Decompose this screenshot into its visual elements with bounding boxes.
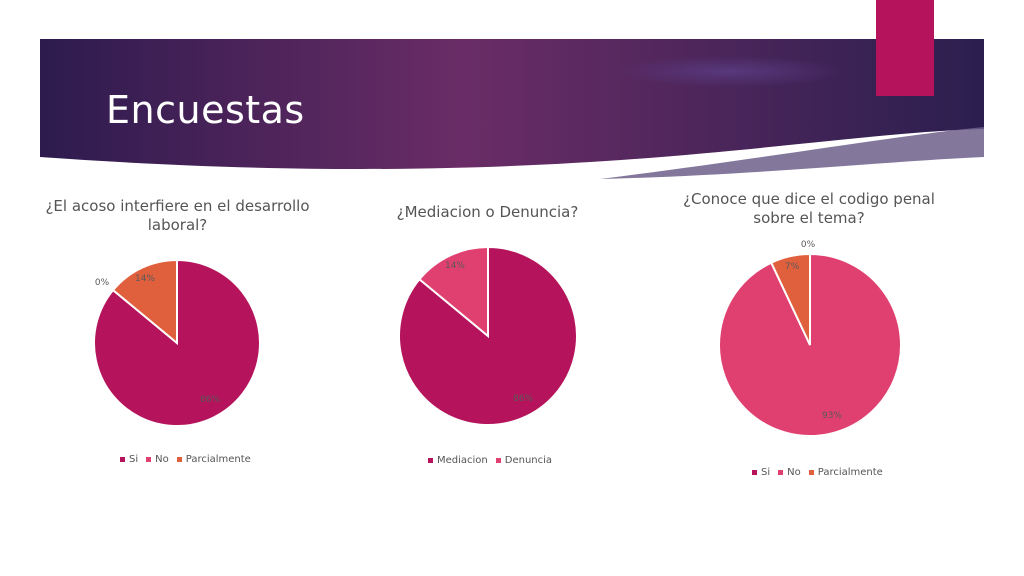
legend-item: No — [146, 454, 169, 465]
accent-bar — [876, 0, 934, 96]
chart-1-legend: Si No Parcialmente — [120, 454, 251, 465]
data-label: 7% — [785, 262, 800, 272]
legend-item: Si — [752, 467, 770, 478]
chart-3-legend: Si No Parcialmente — [752, 467, 883, 478]
legend-label: Si — [129, 454, 139, 465]
slide-title: Encuestas — [106, 88, 305, 132]
legend-label: Parcialmente — [817, 467, 883, 478]
chart-2-title: ¿Mediacion o Denuncia? — [396, 203, 579, 221]
chart-3-pie: 0% 93% 7% — [718, 240, 902, 437]
chart-2-legend: Mediacion Denuncia — [428, 455, 552, 466]
chart-1-title: ¿El acoso interfiere en el desarrollo la… — [45, 197, 310, 234]
data-label: 0% — [95, 278, 110, 288]
data-label: 14% — [135, 274, 155, 284]
legend-label: No — [155, 454, 169, 465]
chart-2-pie: 86% 14% — [398, 245, 578, 426]
legend-label: Denuncia — [504, 455, 553, 466]
legend-item: Mediacion — [428, 455, 488, 466]
chart-1-pie: 86% 0% 14% — [93, 258, 261, 427]
data-label: 14% — [445, 261, 465, 271]
legend-label: Si — [761, 467, 771, 478]
legend-item: Si — [120, 454, 138, 465]
legend-swatch — [120, 457, 125, 462]
legend-swatch — [428, 458, 433, 463]
data-label: 93% — [822, 411, 842, 421]
title-banner — [40, 39, 984, 191]
legend-swatch — [808, 470, 814, 475]
legend-item: No — [778, 467, 801, 478]
legend-swatch — [176, 457, 182, 462]
legend-swatch — [146, 457, 152, 462]
legend-label: No — [787, 467, 801, 478]
pie-slice-parcialmente — [111, 258, 178, 346]
legend-swatch — [495, 458, 501, 463]
legend-item: Denuncia — [495, 455, 553, 466]
legend-swatch — [778, 470, 784, 475]
pie-slice-denuncia — [418, 245, 489, 339]
legend-label: Parcialmente — [185, 454, 251, 465]
data-label: 86% — [513, 394, 533, 404]
legend-label: Mediacion — [437, 455, 488, 466]
data-label: 86% — [200, 395, 220, 405]
data-label: 0% — [801, 240, 816, 250]
legend-item: Parcialmente — [176, 454, 251, 465]
chart-3-title: ¿Conoce que dice el codigo penal sobre e… — [683, 190, 935, 227]
pie-slice-parcialmente — [769, 252, 811, 346]
legend-swatch — [752, 470, 757, 475]
legend-item: Parcialmente — [808, 467, 883, 478]
